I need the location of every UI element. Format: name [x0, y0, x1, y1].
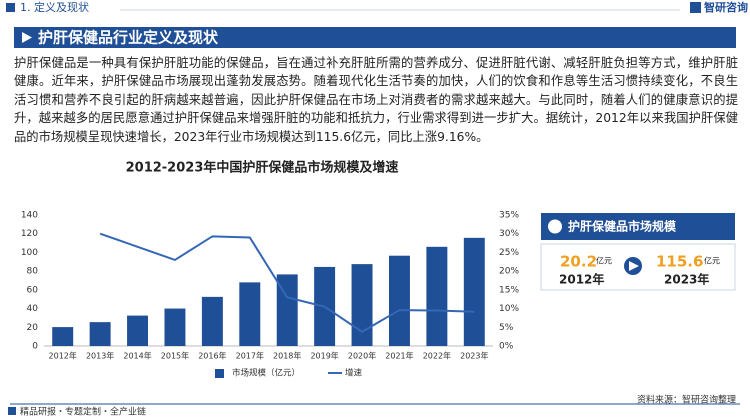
y2-tick-label: 0%	[499, 342, 514, 352]
summary-title: 护肝保健品市场规模	[568, 219, 677, 234]
tagline: 精品研报・专题定制・全产业链	[20, 406, 146, 418]
x-tick-label: 2017年	[236, 351, 264, 361]
x-tick-label: 2013年	[86, 351, 114, 361]
banner-icon	[22, 32, 32, 43]
y-tick-label: 80	[27, 267, 39, 277]
bar	[201, 296, 223, 346]
x-tick-label: 2015年	[161, 351, 189, 361]
y-tick-label: 40	[27, 304, 39, 314]
y-tick-label: 0	[32, 342, 38, 352]
y-tick-label: 100	[21, 248, 38, 258]
line	[99, 232, 475, 333]
x-tick-label: 2019年	[310, 351, 338, 361]
x-tick-label: 2012年	[49, 351, 77, 361]
y2-tick-label: 10%	[499, 304, 519, 314]
x-tick-label: 2018年	[273, 351, 301, 361]
x-tick-label: 2021年	[385, 351, 413, 361]
x-tick-label: 2016年	[198, 351, 226, 361]
paragraph: 护肝保健品是一种具有保护肝脏功能的保健品，旨在通过补充肝脏所需的营养成分、促进肝…	[14, 56, 738, 144]
bar	[164, 308, 186, 346]
logo-icon	[690, 2, 701, 13]
bar	[239, 282, 261, 346]
end-year: 2023年	[664, 272, 709, 287]
y2-tick-label: 20%	[499, 267, 519, 277]
bar	[52, 327, 74, 346]
section-label: 1. 定义及现状	[20, 0, 89, 14]
summary-icon	[548, 219, 562, 234]
y-tick-label: 60	[27, 285, 39, 295]
end-unit: 亿元	[704, 256, 720, 266]
y2-tick-label: 25%	[499, 248, 519, 258]
start-unit: 亿元	[596, 256, 612, 266]
end-value: 115.6	[656, 253, 703, 271]
legend-label: 增速	[345, 368, 363, 379]
y-tick-label: 140	[21, 211, 38, 221]
logo: 智研咨询	[704, 0, 748, 14]
start-year: 2012年	[559, 272, 604, 287]
bar	[463, 237, 485, 346]
y2-tick-label: 15%	[499, 285, 519, 295]
y2-tick-label: 5%	[499, 323, 514, 333]
arrow	[629, 261, 639, 271]
y-tick-label: 120	[21, 229, 38, 239]
y-tick-label: 20	[27, 323, 39, 333]
bar	[426, 246, 448, 346]
start-value: 20.2	[560, 253, 597, 271]
legend-label: 市场规模（亿元）	[232, 368, 300, 379]
x-tick-label: 2020年	[348, 351, 376, 361]
x-tick-label: 2023年	[460, 351, 488, 361]
bar	[276, 274, 298, 346]
title-banner	[14, 27, 736, 48]
bar	[127, 315, 149, 346]
x-tick-label: 2022年	[423, 351, 451, 361]
section-icon	[6, 3, 15, 12]
bar	[388, 255, 410, 346]
footer-icon	[8, 407, 16, 415]
x-tick-label: 2014年	[123, 351, 151, 361]
bar	[351, 264, 373, 346]
legend-key	[215, 369, 224, 378]
bar	[89, 322, 111, 346]
page-title: 护肝保健品行业定义及现状	[38, 29, 219, 47]
y2-tick-label: 30%	[499, 229, 519, 239]
chart-title: 2012-2023年中国护肝保健品市场规模及增速	[126, 160, 399, 176]
source: 资料来源：智研咨询整理	[637, 394, 736, 406]
y2-tick-label: 35%	[499, 211, 519, 221]
summary-header	[541, 213, 735, 240]
